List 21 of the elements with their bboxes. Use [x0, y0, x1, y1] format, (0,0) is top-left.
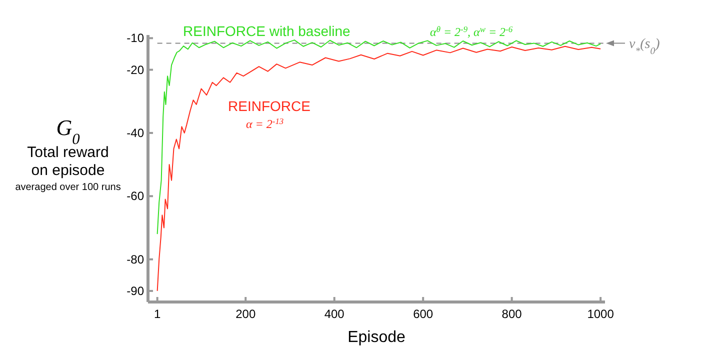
x-tick-label: 200 [236, 307, 256, 321]
series-label: REINFORCE [228, 98, 310, 114]
annotation: α$^{θ}$ = 2$^{-9}$, α$^{w}$ = 2$^{-6}$ [430, 24, 514, 39]
annotation: α = 2$^{-13}$ [246, 116, 284, 131]
line-series [156, 46, 602, 292]
x-axis-title: Episode [348, 329, 406, 346]
x-tick-label: 400 [324, 307, 345, 321]
x-tick-label: 1000 [587, 307, 614, 321]
y-tick-label: -80 [126, 252, 144, 266]
series-label: REINFORCE with baseline [183, 23, 350, 39]
x-tick-label: 800 [502, 307, 522, 321]
ref-line-label: v$_{*}$(s$_{0}$) [629, 37, 660, 57]
y-tick-label: -60 [126, 189, 144, 204]
y-tick-label: -10 [126, 31, 144, 46]
x-tick-label: 1 [154, 307, 161, 321]
x-tick-label: 600 [413, 307, 434, 321]
y-axis-title: G$_{0}$ Total reward on episode averaged over 100 runs [15, 115, 121, 193]
y-tick-label: -90 [126, 284, 144, 298]
line-series [156, 40, 602, 235]
y-tick-label: -40 [126, 126, 144, 140]
y-tick-label: -20 [126, 62, 144, 77]
